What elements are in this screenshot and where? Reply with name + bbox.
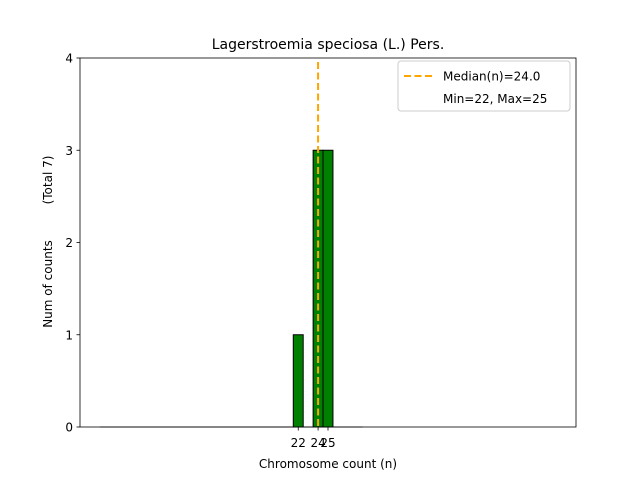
x-tick-label-22: 22 [291,436,306,450]
y-axis-ticks: 0 1 2 3 4 [65,52,80,435]
x-tick-label-24: 24 [310,436,325,450]
bar-n-22 [292,334,304,428]
y-axis-label-total: (Total 7) [41,156,55,205]
chart-title: Lagerstroemia speciosa (L.) Pers. [212,37,445,53]
legend-frame [397,60,571,112]
legend-median-label: Median(n)=24.0 [443,70,540,84]
legend: Median(n)=24.0 Min=22, Max=25 [397,60,571,112]
y-tick-label-3: 3 [65,144,73,158]
y-tick-label-4: 4 [65,52,73,66]
bar-n-25 [322,149,334,428]
y-tick-label-0: 0 [65,421,73,435]
x-axis-label: Chromosome count (n) [259,457,397,471]
y-axis-label: Num of counts [41,240,55,328]
legend-range-label: Min=22, Max=25 [443,92,547,106]
y-tick-label-2: 2 [65,236,73,250]
x-tick-label-25: 25 [320,436,335,450]
y-tick-label-1: 1 [65,328,73,342]
